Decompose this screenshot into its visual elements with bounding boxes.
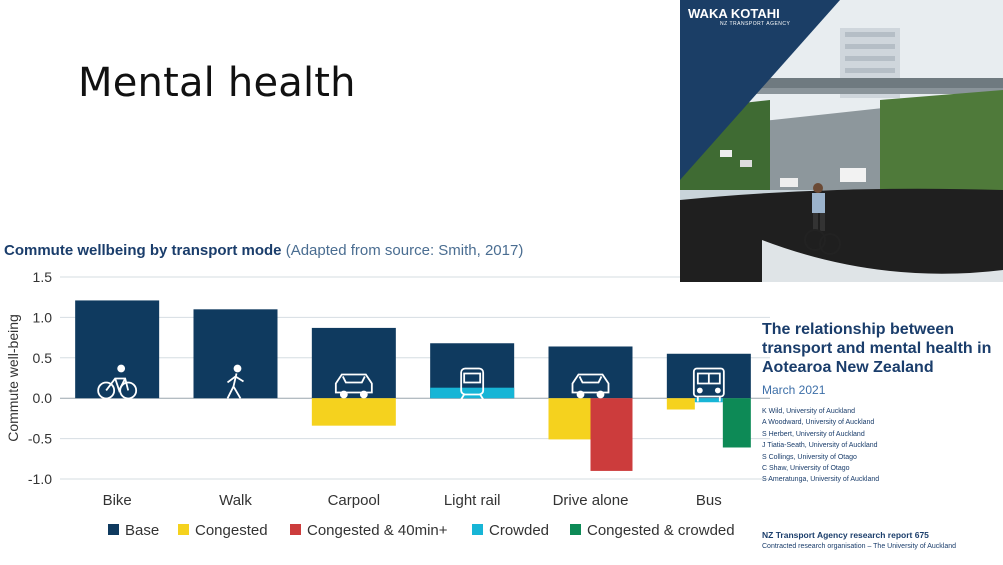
bar-crowded <box>430 387 515 399</box>
y-tick-label: 1.5 <box>33 269 53 285</box>
legend-swatch <box>472 524 483 535</box>
y-tick-label: 0.0 <box>33 390 53 406</box>
y-tick-label: 1.0 <box>33 309 53 325</box>
author: S Herbert, University of Auckland <box>762 430 865 438</box>
bar-crowded <box>694 398 723 403</box>
x-tick-label: Bike <box>103 492 132 509</box>
author: K Wild, University of Auckland <box>762 408 855 415</box>
waka-kotahi-logo: WAKA KOTAHI NZ TRANSPORT AGENCY <box>688 6 790 27</box>
author: C Shaw, University of Otago <box>762 465 850 473</box>
bar-congested-40min- <box>590 398 633 471</box>
report-title: The relationship between transport and m… <box>762 321 992 376</box>
bar-base-drive-alone <box>548 346 633 399</box>
report-cover: WAKA KOTAHI NZ TRANSPORT AGENCY The rela… <box>680 0 1003 565</box>
author: S Ameratunga, University of Auckland <box>762 476 880 484</box>
walk-icon <box>226 364 244 399</box>
bus-icon <box>692 367 725 402</box>
y-axis-label: Commute well-being <box>5 314 21 442</box>
chart-title-main: Commute wellbeing by transport mode <box>4 242 282 259</box>
bar-congested-crowded <box>722 398 751 448</box>
logo-name: WAKA KOTAHI <box>688 6 780 21</box>
legend-swatch <box>290 524 301 535</box>
report-contract: Contracted research organisation – The U… <box>762 543 957 550</box>
y-tick-label: 0.5 <box>33 350 53 366</box>
chart-title-source: (Adapted from source: Smith, 2017) <box>285 242 524 259</box>
car-icon <box>334 373 373 399</box>
x-tick-label: Bus <box>696 492 722 509</box>
car-icon <box>571 373 610 399</box>
legend-swatch <box>570 524 581 535</box>
legend-label: Congested & crowded <box>587 522 735 539</box>
legend-swatch <box>178 524 189 535</box>
author: S Collings, University of Otago <box>762 453 857 461</box>
logo-subtitle: NZ TRANSPORT AGENCY <box>720 21 791 27</box>
author: J Tiatia-Seath, University of Auckland <box>762 442 878 450</box>
legend-label: Crowded <box>489 522 549 539</box>
bicycle-icon <box>97 364 138 400</box>
bar-base-carpool <box>311 327 396 399</box>
x-tick-label: Carpool <box>328 492 381 509</box>
y-tick-label: -0.5 <box>28 431 52 447</box>
x-tick-label: Walk <box>219 492 252 509</box>
bar-congested <box>311 398 396 426</box>
cover-photo: WAKA KOTAHI NZ TRANSPORT AGENCY <box>680 0 1003 282</box>
legend-swatch <box>108 524 119 535</box>
author: A Woodward, University of Auckland <box>762 419 875 427</box>
legend-label: Congested <box>195 522 268 539</box>
x-tick-label: Drive alone <box>553 492 629 509</box>
report-number: NZ Transport Agency research report 675 <box>762 530 929 540</box>
chart-title: Commute wellbeing by transport mode (Ada… <box>4 242 523 259</box>
legend-label: Base <box>125 522 159 539</box>
slide-title: Mental health <box>78 60 356 106</box>
report-date: March 2021 <box>762 383 826 397</box>
x-tick-label: Light rail <box>444 492 501 509</box>
wellbeing-bar-chart: 1.5 1.0 0.5 0.0 -0.5 -1.0 Commute well-being Bi… <box>5 269 770 539</box>
report-authors: K Wild, University of Auckland A Woodwar… <box>762 406 879 486</box>
y-tick-label: -1.0 <box>28 471 52 487</box>
bar-base-walk <box>193 309 278 399</box>
tram-icon <box>458 367 486 403</box>
bar-congested <box>548 398 591 440</box>
bar-congested <box>666 398 695 410</box>
legend-label: Congested & 40min+ <box>307 522 448 539</box>
